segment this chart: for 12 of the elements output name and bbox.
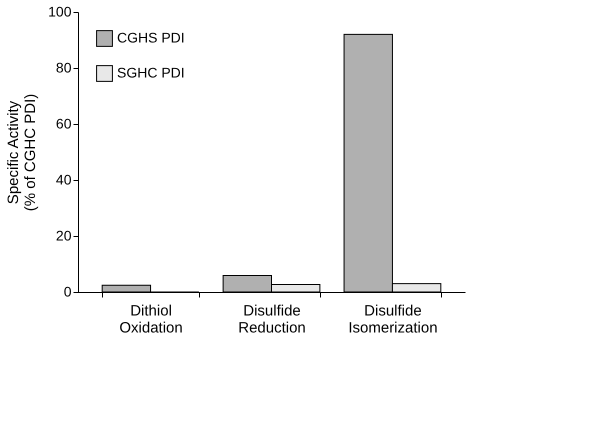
x-tick-label: Disulfide Isomerization <box>348 302 438 336</box>
y-tick-label: 80 <box>56 60 72 76</box>
x-tick-label: Dithiol Oxidation <box>119 302 183 336</box>
y-axis-title: Specific Activity (% of CGHC PDI) <box>5 94 40 212</box>
y-tick-label: 0 <box>64 284 72 300</box>
y-tick-label: 20 <box>56 228 72 244</box>
legend-label: SGHC PDI <box>117 64 185 80</box>
y-tick-label: 40 <box>56 172 72 188</box>
y-tick-label: 100 <box>48 4 72 20</box>
legend-label: CGHS PDI <box>117 30 185 46</box>
y-tick-label: 60 <box>56 116 72 132</box>
x-tick-label: Disulfide Reduction <box>238 302 306 336</box>
